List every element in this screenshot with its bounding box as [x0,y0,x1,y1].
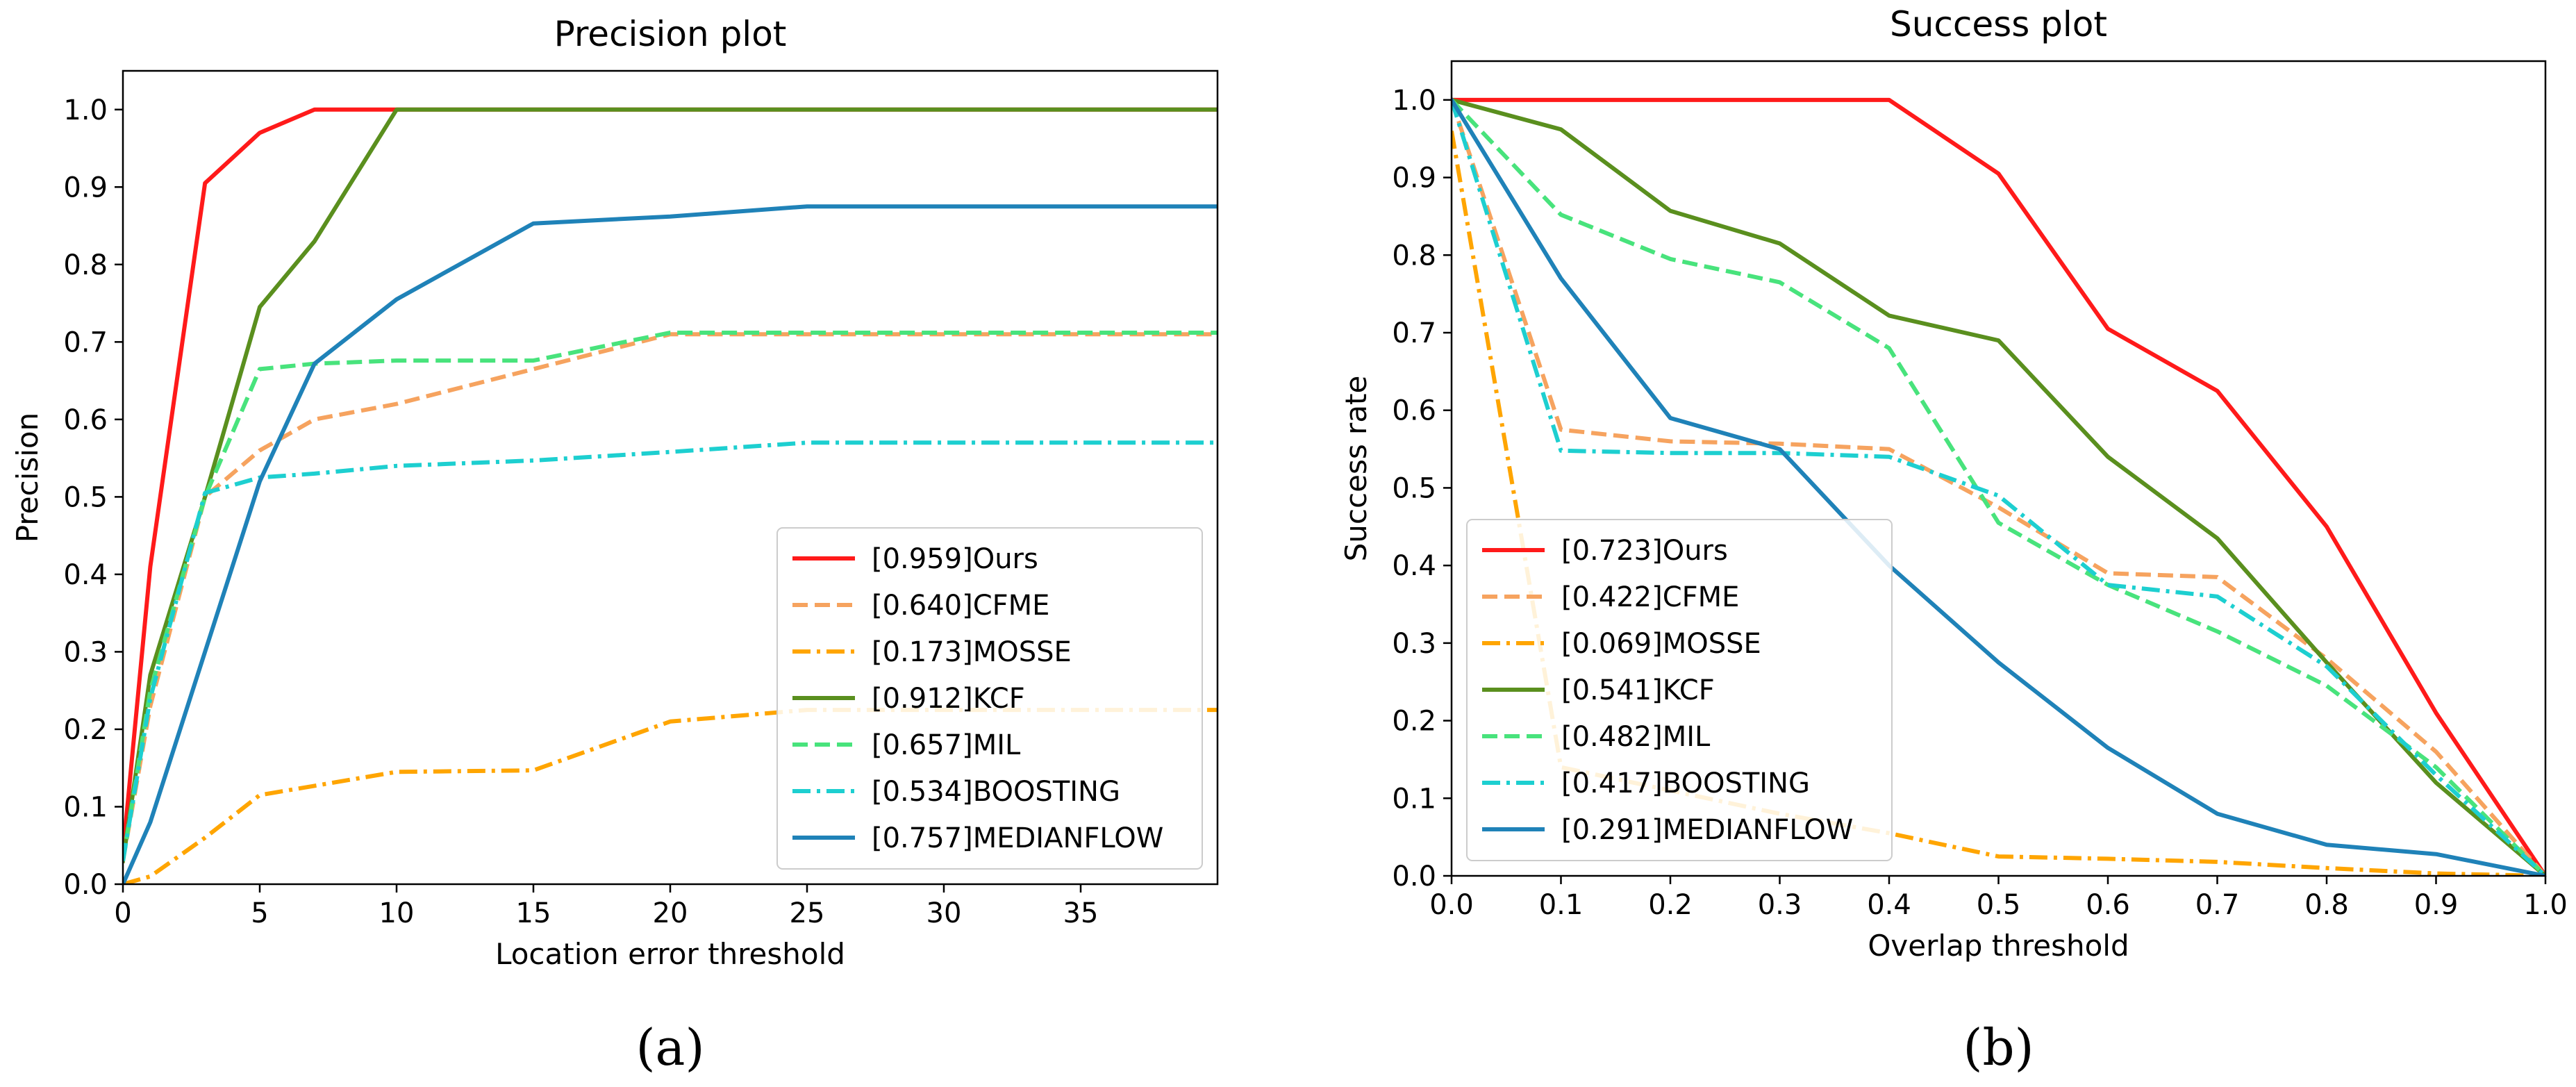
x-tick-label: 20 [653,897,688,929]
x-tick-label: 0.7 [2195,889,2240,921]
x-tick-label: 25 [790,897,825,929]
x-tick-label: 0.1 [1539,889,1584,921]
legend-label-kcf: [0.541]KCF [1561,674,1715,706]
x-tick-label: 0.2 [1648,889,1693,921]
x-tick-label: 10 [379,897,415,929]
x-tick-label: 0 [114,897,131,929]
x-tick-label: 0.6 [2086,889,2130,921]
chart-title: Precision plot [554,14,787,54]
legend-label-cfme: [0.422]CFME [1561,581,1739,613]
x-tick-label: 15 [516,897,551,929]
series-line-medianflow [123,204,1218,884]
y-tick-label: 0.3 [1392,628,1436,660]
chart-title: Success plot [1890,4,2107,44]
x-axis-label: Overlap threshold [1868,929,2129,963]
y-tick-label: 0.9 [1392,163,1436,194]
y-tick-label: 0.2 [1392,706,1436,738]
legend: [0.959]Ours [0.640]CFME [0.173]MOSSE [0.912… [776,527,1203,870]
y-tick-label: 1.0 [63,94,108,126]
y-tick-label: 0.3 [63,636,108,668]
x-tick-label: 0.8 [2304,889,2349,921]
y-tick-label: 0.1 [1392,783,1436,815]
x-tick-label: 0.0 [1429,889,1474,921]
series-line-ours [1452,97,2545,876]
legend-label-ours: [0.959]Ours [872,543,1038,575]
x-axis-label: Location error threshold [495,937,845,971]
y-tick-label: 0.5 [1392,472,1436,504]
legend-label-medianflow: [0.757]MEDIANFLOW [872,822,1163,854]
x-tick-label: 0.4 [1867,889,1911,921]
y-tick-label: 0.7 [1392,317,1436,349]
legend-label-cfme: [0.640]CFME [872,590,1049,622]
y-tick-label: 0.4 [63,559,108,591]
y-axis-label: Success rate [1339,376,1373,562]
series-lines [123,107,1218,884]
success-chart: Success plot 0.0 0.1 0.2 0.3 0.4 0.5 0.6 0.7 0.8 0… [1339,4,2568,1077]
y-tick-label: 0.7 [63,326,108,358]
x-tick-label: 1.0 [2523,889,2568,921]
y-tick-label: 0.4 [1392,550,1436,582]
legend-label-boosting: [0.417]BOOSTING [1561,767,1810,799]
y-tick-label: 0.9 [63,172,108,204]
legend: [0.723]Ours [0.422]CFME [0.069]MOSSE [0.541… [1466,519,1893,861]
y-axis-label: Precision [10,413,44,542]
legend-label-boosting: [0.534]BOOSTING [872,776,1120,808]
y-tick-label: 0.0 [1392,861,1436,893]
precision-chart: Precision plot 0 5 10 15 20 25 30 35 0.0 0.1 0.2 0.3… [10,14,1219,1077]
y-tick-label: 0.1 [63,791,108,823]
legend-label-mil: [0.657]MIL [872,729,1021,761]
x-tick-label: 30 [926,897,962,929]
y-tick-label: 0.2 [63,714,108,746]
legend-label-mil: [0.482]MIL [1561,721,1711,753]
x-tick-label: 0.5 [1977,889,2021,921]
x-tick-label: 0.9 [2414,889,2459,921]
y-tick-label: 0.8 [1392,240,1436,272]
legend-box [1466,519,1893,861]
legend-label-mosse: [0.069]MOSSE [1561,628,1761,660]
y-tick-label: 1.0 [1392,85,1436,117]
legend-label-kcf: [0.912]KCF [872,683,1025,715]
legend-label-ours: [0.723]Ours [1561,535,1728,567]
series-line-boosting [123,440,1218,861]
series-line-mil [123,331,1218,861]
subfigure-label: (a) [635,1018,704,1077]
series-line-mosse [123,708,1218,884]
x-tick-label: 35 [1063,897,1099,929]
y-tick-label: 0.0 [63,869,108,901]
y-tick-label: 0.6 [63,404,108,436]
series-line-mil [1452,98,2545,876]
series-line-medianflow [1452,97,2545,876]
x-tick-label: 5 [251,897,268,929]
series-line-kcf [1452,97,2545,876]
legend-box [776,527,1203,870]
legend-label-mosse: [0.173]MOSSE [872,636,1072,668]
y-tick-label: 0.8 [63,249,108,281]
y-tick-label: 0.5 [63,481,108,513]
x-tick-label: 0.3 [1758,889,1802,921]
legend-label-medianflow: [0.291]MEDIANFLOW [1561,814,1853,846]
series-line-cfme [1452,99,2545,876]
subfigure-label: (b) [1963,1018,2034,1077]
y-tick-label: 0.6 [1392,395,1436,427]
